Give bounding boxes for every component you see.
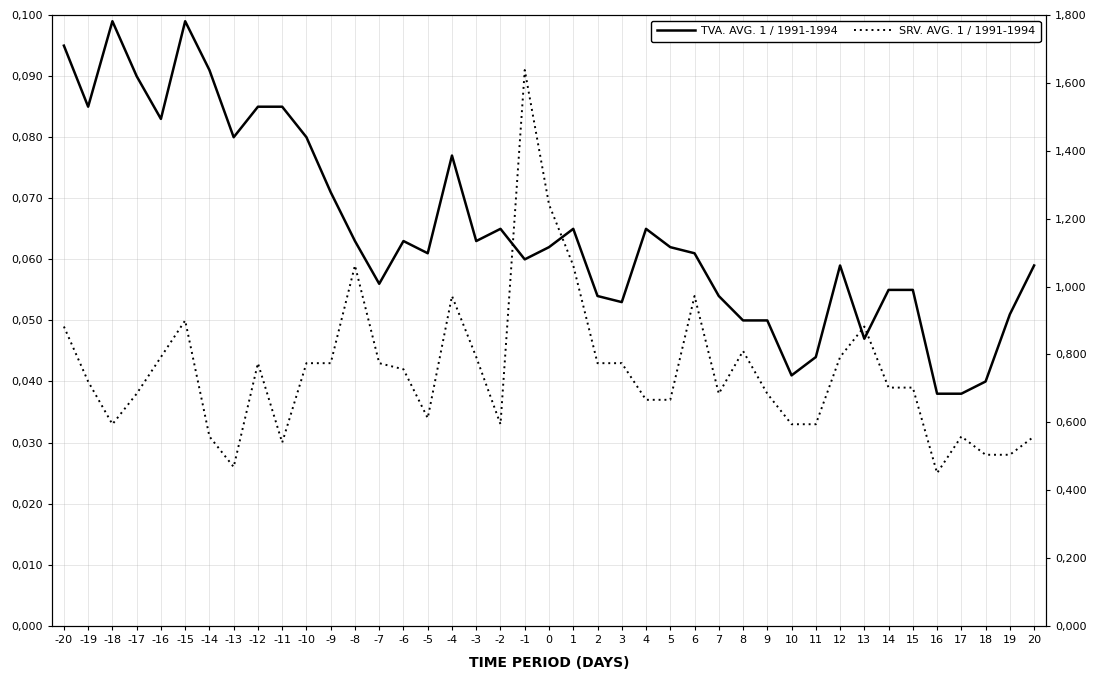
SRV. AVG. 1 / 1991-1994	[955, 432, 968, 441]
SRV. AVG. 1 / 1991-1994	[785, 420, 798, 428]
SRV. AVG. 1 / 1991-1994	[203, 432, 216, 441]
TVA. AVG. 1 / 1991-1994	[930, 390, 943, 398]
SRV. AVG. 1 / 1991-1994	[882, 383, 895, 392]
SRV. AVG. 1 / 1991-1994	[300, 359, 313, 367]
TVA. AVG. 1 / 1991-1994	[130, 72, 143, 80]
SRV. AVG. 1 / 1991-1994	[372, 359, 385, 367]
TVA. AVG. 1 / 1991-1994	[663, 243, 676, 251]
SRV. AVG. 1 / 1991-1994	[494, 420, 507, 428]
TVA. AVG. 1 / 1991-1994	[446, 151, 459, 159]
SRV. AVG. 1 / 1991-1994	[639, 396, 652, 404]
SRV. AVG. 1 / 1991-1994	[276, 439, 289, 447]
SRV. AVG. 1 / 1991-1994	[809, 420, 822, 428]
TVA. AVG. 1 / 1991-1994	[955, 390, 968, 398]
TVA. AVG. 1 / 1991-1994	[761, 317, 774, 325]
SRV. AVG. 1 / 1991-1994	[930, 469, 943, 477]
SRV. AVG. 1 / 1991-1994	[737, 347, 750, 355]
TVA. AVG. 1 / 1991-1994	[906, 286, 919, 294]
SRV. AVG. 1 / 1991-1994	[713, 390, 726, 398]
SRV. AVG. 1 / 1991-1994	[396, 365, 410, 373]
TVA. AVG. 1 / 1991-1994	[1028, 262, 1041, 270]
TVA. AVG. 1 / 1991-1994	[858, 334, 871, 343]
SRV. AVG. 1 / 1991-1994	[833, 353, 847, 361]
TVA. AVG. 1 / 1991-1994	[348, 237, 361, 245]
SRV. AVG. 1 / 1991-1994	[615, 359, 628, 367]
TVA. AVG. 1 / 1991-1994	[179, 17, 192, 25]
TVA. AVG. 1 / 1991-1994	[737, 317, 750, 325]
SRV. AVG. 1 / 1991-1994	[179, 317, 192, 325]
SRV. AVG. 1 / 1991-1994	[470, 353, 483, 361]
SRV. AVG. 1 / 1991-1994	[81, 377, 94, 385]
TVA. AVG. 1 / 1991-1994	[1004, 311, 1017, 319]
TVA. AVG. 1 / 1991-1994	[882, 286, 895, 294]
SRV. AVG. 1 / 1991-1994	[979, 451, 993, 459]
TVA. AVG. 1 / 1991-1994	[688, 249, 702, 257]
TVA. AVG. 1 / 1991-1994	[396, 237, 410, 245]
SRV. AVG. 1 / 1991-1994	[155, 353, 168, 361]
Line: TVA. AVG. 1 / 1991-1994: TVA. AVG. 1 / 1991-1994	[64, 21, 1034, 394]
SRV. AVG. 1 / 1991-1994	[446, 292, 459, 300]
SRV. AVG. 1 / 1991-1994	[105, 420, 119, 428]
SRV. AVG. 1 / 1991-1994	[688, 292, 702, 300]
X-axis label: TIME PERIOD (DAYS): TIME PERIOD (DAYS)	[469, 656, 629, 670]
TVA. AVG. 1 / 1991-1994	[105, 17, 119, 25]
TVA. AVG. 1 / 1991-1994	[542, 243, 556, 251]
SRV. AVG. 1 / 1991-1994	[906, 383, 919, 392]
TVA. AVG. 1 / 1991-1994	[833, 262, 847, 270]
SRV. AVG. 1 / 1991-1994	[57, 322, 70, 330]
TVA. AVG. 1 / 1991-1994	[979, 377, 993, 385]
SRV. AVG. 1 / 1991-1994	[324, 359, 337, 367]
TVA. AVG. 1 / 1991-1994	[276, 103, 289, 111]
SRV. AVG. 1 / 1991-1994	[422, 414, 435, 422]
TVA. AVG. 1 / 1991-1994	[639, 225, 652, 233]
TVA. AVG. 1 / 1991-1994	[470, 237, 483, 245]
TVA. AVG. 1 / 1991-1994	[324, 188, 337, 196]
SRV. AVG. 1 / 1991-1994	[761, 390, 774, 398]
SRV. AVG. 1 / 1991-1994	[227, 463, 240, 471]
SRV. AVG. 1 / 1991-1994	[858, 322, 871, 330]
TVA. AVG. 1 / 1991-1994	[591, 292, 604, 300]
TVA. AVG. 1 / 1991-1994	[155, 115, 168, 123]
SRV. AVG. 1 / 1991-1994	[348, 262, 361, 270]
TVA. AVG. 1 / 1991-1994	[422, 249, 435, 257]
TVA. AVG. 1 / 1991-1994	[713, 292, 726, 300]
Line: SRV. AVG. 1 / 1991-1994: SRV. AVG. 1 / 1991-1994	[64, 70, 1034, 473]
SRV. AVG. 1 / 1991-1994	[542, 200, 556, 208]
SRV. AVG. 1 / 1991-1994	[591, 359, 604, 367]
SRV. AVG. 1 / 1991-1994	[567, 262, 580, 270]
TVA. AVG. 1 / 1991-1994	[57, 42, 70, 50]
SRV. AVG. 1 / 1991-1994	[518, 66, 531, 74]
TVA. AVG. 1 / 1991-1994	[372, 280, 385, 288]
TVA. AVG. 1 / 1991-1994	[615, 298, 628, 306]
TVA. AVG. 1 / 1991-1994	[494, 225, 507, 233]
SRV. AVG. 1 / 1991-1994	[663, 396, 676, 404]
SRV. AVG. 1 / 1991-1994	[1028, 432, 1041, 441]
TVA. AVG. 1 / 1991-1994	[809, 353, 822, 361]
TVA. AVG. 1 / 1991-1994	[518, 255, 531, 264]
TVA. AVG. 1 / 1991-1994	[785, 371, 798, 379]
TVA. AVG. 1 / 1991-1994	[81, 103, 94, 111]
TVA. AVG. 1 / 1991-1994	[251, 103, 265, 111]
TVA. AVG. 1 / 1991-1994	[300, 133, 313, 142]
TVA. AVG. 1 / 1991-1994	[203, 66, 216, 74]
SRV. AVG. 1 / 1991-1994	[130, 390, 143, 398]
SRV. AVG. 1 / 1991-1994	[251, 359, 265, 367]
TVA. AVG. 1 / 1991-1994	[567, 225, 580, 233]
TVA. AVG. 1 / 1991-1994	[227, 133, 240, 142]
SRV. AVG. 1 / 1991-1994	[1004, 451, 1017, 459]
Legend: TVA. AVG. 1 / 1991-1994, SRV. AVG. 1 / 1991-1994: TVA. AVG. 1 / 1991-1994, SRV. AVG. 1 / 1…	[651, 20, 1041, 42]
